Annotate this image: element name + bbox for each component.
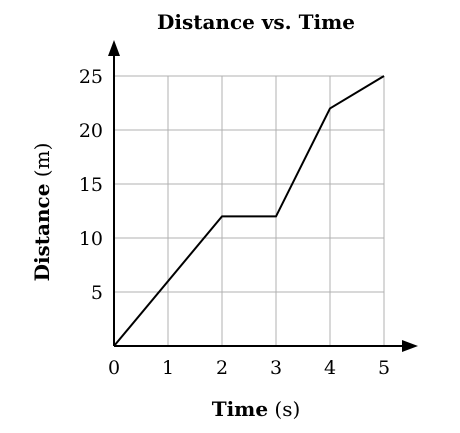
y-axis-arrow — [108, 40, 120, 56]
x-tick-label: 3 — [270, 357, 282, 379]
x-tick-label: 2 — [216, 357, 228, 379]
y-tick-label: 10 — [79, 228, 103, 250]
x-axis-arrow — [402, 340, 418, 352]
y-tick-label: 20 — [79, 120, 103, 142]
y-tick-label: 15 — [79, 174, 103, 196]
y-tick-labels: 5 10 15 20 25 — [79, 66, 103, 304]
x-axis-label-name: Time — [212, 397, 268, 421]
y-axis-label-unit: (m) — [30, 143, 54, 178]
x-tick-label: 4 — [324, 357, 336, 379]
x-tick-label: 1 — [162, 357, 174, 379]
grid — [114, 75, 385, 346]
y-axis-label: Distance (m) — [30, 143, 54, 282]
y-tick-label: 5 — [91, 282, 103, 304]
series-line — [113, 75, 385, 347]
x-tick-label: 5 — [378, 357, 390, 379]
x-tick-label: 0 — [108, 357, 120, 379]
x-tick-labels: 0 1 2 3 4 5 — [108, 357, 390, 379]
y-tick-label: 25 — [79, 66, 103, 88]
series-layer — [113, 75, 385, 347]
x-axis-label: Time (s) — [212, 397, 301, 421]
y-axis-label-name: Distance — [30, 184, 54, 282]
axes — [108, 40, 418, 352]
chart-title: Distance vs. Time — [157, 10, 355, 34]
x-axis-label-unit: (s) — [274, 397, 300, 421]
